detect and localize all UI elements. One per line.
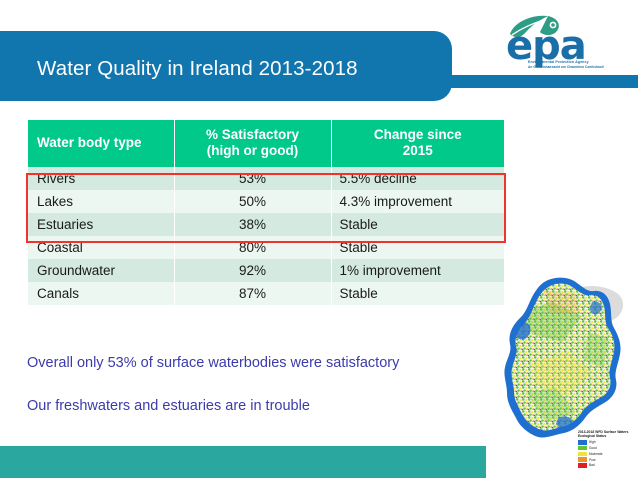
cell-water-body-type: Estuaries — [28, 213, 175, 236]
legend-swatch-poor — [578, 457, 587, 462]
legend-swatch-high — [578, 440, 587, 445]
conclusion-line-1: Overall only 53% of surface waterbodies … — [27, 355, 400, 371]
column-header-line: Water body type — [37, 135, 142, 150]
table-header-row: Water body type % Satisfactory (high or … — [28, 120, 504, 167]
title-accent-strip — [450, 75, 638, 88]
cell-water-body-type: Groundwater — [28, 259, 175, 282]
legend-swatch-moderate — [578, 451, 587, 457]
epa-leaf-icon — [510, 15, 559, 38]
column-header-line: 2015 — [402, 143, 433, 158]
legend-title-line-1: 2013-2018 WFD Surface Waters — [578, 430, 629, 434]
legend-label-good: Good — [589, 446, 597, 451]
legend-label-high: High — [589, 440, 596, 445]
cell-change: 4.3% improvement — [331, 190, 504, 213]
cell-satisfactory: 38% — [174, 213, 332, 236]
epa-wordmark: epa — [506, 23, 587, 69]
page-title: Water Quality in Ireland 2013-2018 — [37, 57, 358, 80]
ireland-map-graphic — [504, 277, 624, 438]
bottom-accent-bar — [0, 446, 486, 478]
water-quality-table: Water body type % Satisfactory (high or … — [28, 120, 504, 305]
title-banner — [0, 31, 452, 101]
cell-change: 1% improvement — [331, 259, 504, 282]
cell-satisfactory: 87% — [174, 282, 332, 305]
column-header-line: % Satisfactory — [205, 127, 300, 142]
legend-item-high: High — [578, 440, 636, 445]
column-header-change-since: Change since 2015 — [331, 120, 504, 167]
legend-title-line-2: Ecological Status — [578, 434, 607, 439]
legend-label-poor: Poor — [589, 457, 596, 462]
cell-satisfactory: 50% — [174, 190, 332, 213]
legend-label-bad: Bad — [589, 463, 595, 468]
column-header-satisfactory: % Satisfactory (high or good) — [174, 120, 332, 167]
cell-change: Stable — [331, 213, 504, 236]
column-header-line: Change since — [373, 127, 462, 142]
cell-change: Stable — [331, 282, 504, 305]
legend-swatch-bad — [578, 463, 587, 468]
cell-satisfactory: 53% — [174, 167, 332, 190]
epa-subtitle-ga: An Ghníomhaireacht um Chaomhnú Comhshaoi… — [528, 65, 604, 69]
table-row: Rivers 53% 5.5% decline — [28, 167, 504, 190]
table-row: Canals 87% Stable — [28, 282, 504, 305]
cell-satisfactory: 92% — [174, 259, 332, 282]
cell-satisfactory: 80% — [174, 236, 332, 259]
legend-swatch-good — [578, 445, 587, 451]
legend-item-poor: Poor — [578, 457, 636, 462]
table-row: Lakes 50% 4.3% improvement — [28, 190, 504, 213]
legend-item-good: Good — [578, 445, 636, 451]
map-legend: 2013-2018 WFD Surface Waters Ecological … — [578, 430, 636, 468]
legend-label-moderate: Moderate — [589, 451, 603, 456]
ireland-ecological-status-map: 2013-2018 WFD Surface Waters Ecological … — [492, 272, 638, 478]
epa-subtitle-en: Environmental Protection Agency — [528, 60, 589, 64]
column-header-line: (high or good) — [206, 143, 299, 158]
cell-water-body-type: Lakes — [28, 190, 175, 213]
table-row: Coastal 80% Stable — [28, 236, 504, 259]
cell-water-body-type: Canals — [28, 282, 175, 305]
epa-logo: epa Environmental Protection Agency An G… — [492, 6, 612, 78]
cell-water-body-type: Coastal — [28, 236, 175, 259]
table-row: Estuaries 38% Stable — [28, 213, 504, 236]
cell-change: Stable — [331, 236, 504, 259]
conclusion-line-2: Our freshwaters and estuaries are in tro… — [27, 398, 310, 414]
legend-item-moderate: Moderate — [578, 451, 636, 457]
column-header-water-body-type: Water body type — [28, 120, 175, 167]
legend-item-bad: Bad — [578, 463, 636, 468]
table-row: Groundwater 92% 1% improvement — [28, 259, 504, 282]
cell-water-body-type: Rivers — [28, 167, 175, 190]
cell-change: 5.5% decline — [331, 167, 504, 190]
